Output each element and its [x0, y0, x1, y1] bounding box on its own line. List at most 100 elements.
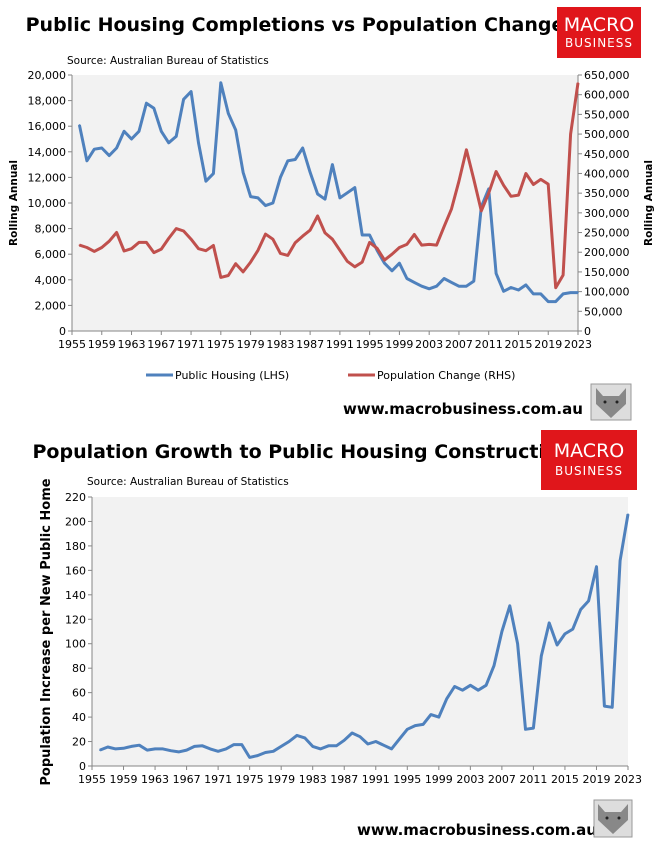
y-tick-label: 200	[65, 515, 86, 528]
data-point	[577, 291, 579, 294]
x-tick-label: 1979	[267, 773, 295, 786]
data-point	[212, 244, 215, 247]
y2-tick-label: 650,000	[584, 69, 630, 82]
y2-tick-label: 0	[584, 325, 591, 338]
data-point	[146, 749, 148, 751]
data-point	[309, 171, 311, 174]
fox-logo-icon	[590, 383, 632, 421]
series-line-1	[77, 81, 578, 304]
data-point	[383, 259, 386, 261]
data-point	[443, 225, 445, 228]
data-point	[145, 102, 148, 104]
data-point	[510, 195, 512, 198]
data-point	[376, 247, 378, 250]
y-tick-label: 40	[72, 711, 86, 724]
footer-url: www.macrobusiness.com.au	[343, 400, 583, 418]
chart-2-title: Population Growth to Public Housing Cons…	[32, 441, 571, 463]
data-point	[556, 644, 558, 646]
x-tick-label: 1999	[385, 338, 413, 351]
data-point	[430, 713, 432, 716]
data-point	[177, 751, 180, 753]
data-point	[495, 272, 497, 275]
chart-1-title: Public Housing Completions vs Population…	[26, 14, 565, 36]
data-point	[185, 749, 188, 751]
data-point	[153, 107, 155, 110]
data-point	[288, 740, 290, 743]
data-point	[294, 158, 297, 161]
data-point	[324, 232, 326, 234]
x-tick-label: 2003	[456, 773, 484, 786]
data-point	[353, 186, 356, 189]
y2-tick-label: 600,000	[584, 89, 630, 102]
data-point	[398, 246, 401, 249]
data-point	[413, 281, 416, 284]
data-point	[368, 234, 371, 236]
data-point	[108, 154, 111, 157]
data-point	[438, 716, 440, 718]
data-point	[167, 237, 170, 240]
data-point	[217, 750, 219, 753]
series-line-2	[78, 82, 580, 290]
x-tick-label: 2019	[582, 773, 610, 786]
data-point	[480, 210, 483, 212]
y-tick-label: 0	[79, 760, 86, 773]
data-point	[398, 262, 401, 264]
data-point	[220, 276, 222, 279]
y2-tick-label: 400,000	[584, 167, 630, 180]
x-tick-label: 1983	[299, 773, 327, 786]
chart-2-source: Source: Australian Bureau of Statistics	[87, 476, 289, 488]
chart-2: Population Growth to Public Housing Cons…	[32, 430, 642, 839]
data-point	[579, 608, 582, 611]
data-point	[413, 233, 416, 236]
y-tick-label: 160	[65, 564, 86, 577]
footer-url: www.macrobusiness.com.au	[357, 821, 597, 839]
data-point	[516, 642, 519, 645]
data-point	[182, 230, 185, 232]
data-point	[234, 262, 237, 265]
data-point	[539, 293, 542, 295]
y2-tick-label: 100,000	[584, 286, 630, 299]
data-point	[465, 285, 468, 288]
x-tick-label: 1971	[177, 338, 205, 351]
x-tick-label: 1959	[88, 338, 116, 351]
legend: Public Housing (LHS) Population Change (…	[146, 369, 515, 382]
logo-line1: MACRO	[564, 14, 634, 36]
x-tick-label: 2011	[519, 773, 547, 786]
data-point	[280, 745, 282, 748]
data-point	[78, 244, 81, 246]
data-point	[264, 751, 267, 754]
data-point	[406, 243, 408, 246]
data-point	[272, 202, 274, 204]
data-point	[435, 285, 438, 288]
y-axis-label-left: Rolling Annual	[8, 160, 20, 246]
x-tick-label: 2007	[445, 338, 473, 351]
data-point	[422, 723, 424, 726]
data-point	[272, 750, 275, 753]
y-tick-label: 60	[72, 687, 86, 700]
data-point	[311, 745, 314, 748]
y-tick-label: 8,000	[35, 223, 67, 236]
data-point	[406, 728, 409, 731]
legend-label-public-housing: Public Housing (LHS)	[175, 369, 289, 382]
y-tick-label: 6,000	[35, 248, 67, 261]
data-point	[264, 233, 267, 235]
y2-tick-label: 200,000	[584, 246, 630, 259]
data-point	[453, 685, 456, 688]
fox-logo-icon	[593, 799, 633, 838]
data-point	[227, 112, 230, 115]
data-point	[502, 290, 505, 293]
data-point	[501, 630, 503, 633]
data-point	[182, 98, 185, 101]
data-point	[435, 244, 438, 246]
data-point	[562, 274, 564, 276]
data-point	[286, 159, 289, 162]
data-point	[502, 184, 505, 187]
data-point	[279, 176, 282, 179]
data-point	[351, 732, 353, 734]
x-tick-label: 2015	[504, 338, 532, 351]
x-tick-label: 1991	[326, 338, 354, 351]
data-point	[327, 745, 330, 747]
data-point	[175, 135, 177, 138]
data-point	[510, 286, 512, 289]
data-point	[227, 274, 230, 277]
